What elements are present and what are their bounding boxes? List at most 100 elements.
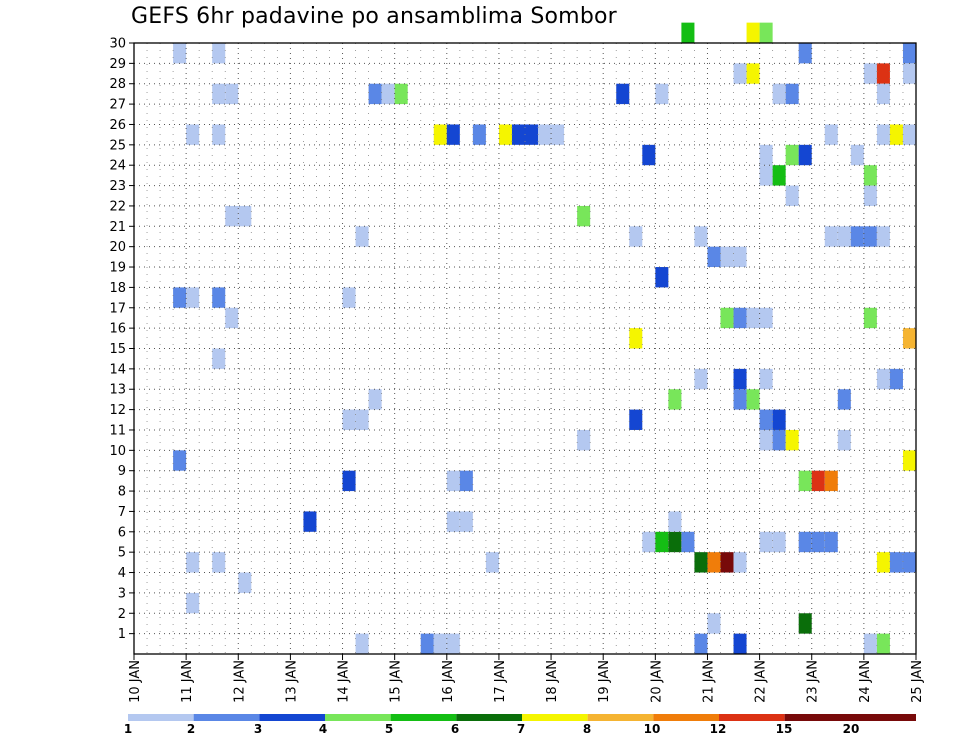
heat-cell: [212, 83, 226, 105]
heat-cell: [876, 83, 890, 105]
heat-cell: [759, 144, 773, 166]
cells-layer: [173, 22, 916, 654]
y-tick-label: 2: [118, 607, 126, 622]
y-tick-label: 23: [109, 179, 126, 194]
y-tick-label: 21: [109, 220, 126, 235]
heat-cell: [446, 633, 460, 654]
x-tick-label: 13 JAN: [284, 660, 299, 703]
heat-cell: [694, 633, 708, 654]
x-tick-label: 16 JAN: [441, 660, 456, 703]
heat-cell: [798, 470, 812, 492]
heat-cell: [746, 22, 760, 43]
heat-cell: [733, 246, 747, 268]
heat-cell: [902, 450, 916, 471]
y-tick-label: 28: [109, 77, 126, 92]
y-tick-label: 25: [109, 138, 126, 153]
heat-cell: [863, 165, 877, 186]
heat-cell: [759, 368, 773, 390]
y-tick-label: 24: [109, 159, 126, 174]
heat-cell: [902, 63, 916, 84]
y-tick-label: 30: [109, 37, 126, 52]
heat-cell: [694, 552, 708, 573]
heat-cell: [225, 83, 239, 105]
heat-cell: [212, 348, 226, 369]
heat-cell: [446, 511, 460, 532]
heat-cell: [707, 552, 721, 573]
y-tick-label: 17: [109, 301, 126, 316]
heat-cell: [902, 328, 916, 349]
heat-cell: [511, 124, 525, 145]
heat-cell: [668, 389, 682, 410]
heat-cell: [902, 43, 916, 64]
heat-cell: [629, 409, 643, 430]
heat-cell: [616, 83, 630, 105]
y-tick-label: 11: [109, 423, 126, 438]
heat-cell: [759, 165, 773, 186]
heat-cell: [186, 287, 200, 308]
heat-cell: [368, 83, 382, 105]
heat-cell: [720, 307, 734, 329]
heat-cell: [681, 22, 695, 43]
legend-swatch: [193, 714, 260, 721]
x-tick-label: 19 JAN: [597, 660, 612, 703]
heat-cell: [720, 552, 734, 573]
heat-cell: [772, 165, 786, 186]
heat-cell: [655, 83, 669, 105]
heat-cell: [642, 531, 656, 553]
y-tick-label: 4: [118, 566, 126, 581]
y-tick-label: 5: [118, 546, 126, 561]
y-tick-label: 20: [109, 240, 126, 255]
heat-cell: [394, 83, 408, 105]
heat-cell: [798, 144, 812, 166]
heat-cell: [863, 63, 877, 84]
heat-cell: [303, 511, 317, 532]
heat-cell: [811, 531, 825, 553]
heat-cell: [707, 613, 721, 634]
heat-cell: [381, 83, 395, 105]
y-tick-label: 9: [118, 464, 126, 479]
heat-cell: [212, 43, 226, 64]
heat-cell: [225, 205, 239, 227]
heat-cell: [551, 124, 565, 145]
heat-cell: [876, 368, 890, 390]
legend-label: 5: [385, 722, 393, 736]
heat-cell: [785, 429, 799, 451]
grid-layer: [134, 42, 916, 654]
y-tick-label: 7: [118, 505, 126, 520]
heat-cell: [225, 307, 239, 329]
y-tick-label: 13: [109, 383, 126, 398]
heat-cell: [173, 450, 187, 471]
heat-cell: [681, 531, 695, 553]
y-tick-label: 19: [109, 261, 126, 276]
heat-cell: [837, 389, 851, 410]
heat-cell: [889, 124, 903, 145]
legend-swatch: [456, 714, 522, 721]
y-tick-label: 26: [109, 118, 126, 133]
heat-cell: [876, 63, 890, 84]
y-tick-label: 10: [109, 444, 126, 459]
y-tick-label: 3: [118, 586, 126, 601]
heat-cell: [837, 226, 851, 247]
y-axis: 1234567891011121314151617181920212223242…: [109, 37, 134, 642]
x-tick-label: 17 JAN: [493, 660, 508, 703]
heat-cell: [876, 552, 890, 573]
heat-cell: [433, 124, 447, 145]
heat-cell: [798, 43, 812, 64]
heat-cell: [772, 83, 786, 105]
heat-cell: [212, 124, 226, 145]
heat-cell: [668, 531, 682, 553]
heat-cell: [798, 613, 812, 634]
heat-cell: [212, 552, 226, 573]
heat-cell: [876, 226, 890, 247]
x-axis: 10 JAN 11 JAN 12 JAN 13 JAN 14 JAN 15 JAN 16 J…: [128, 654, 925, 703]
heat-cell: [759, 531, 773, 553]
x-tick-label: 23 JAN: [806, 660, 821, 703]
y-tick-label: 27: [109, 98, 126, 113]
heat-cell: [785, 144, 799, 166]
x-tick-label: 20 JAN: [649, 660, 664, 703]
heat-cell: [733, 552, 747, 573]
heat-cell: [889, 552, 903, 573]
heat-cell: [889, 368, 903, 390]
x-tick-label: 14 JAN: [337, 660, 352, 703]
